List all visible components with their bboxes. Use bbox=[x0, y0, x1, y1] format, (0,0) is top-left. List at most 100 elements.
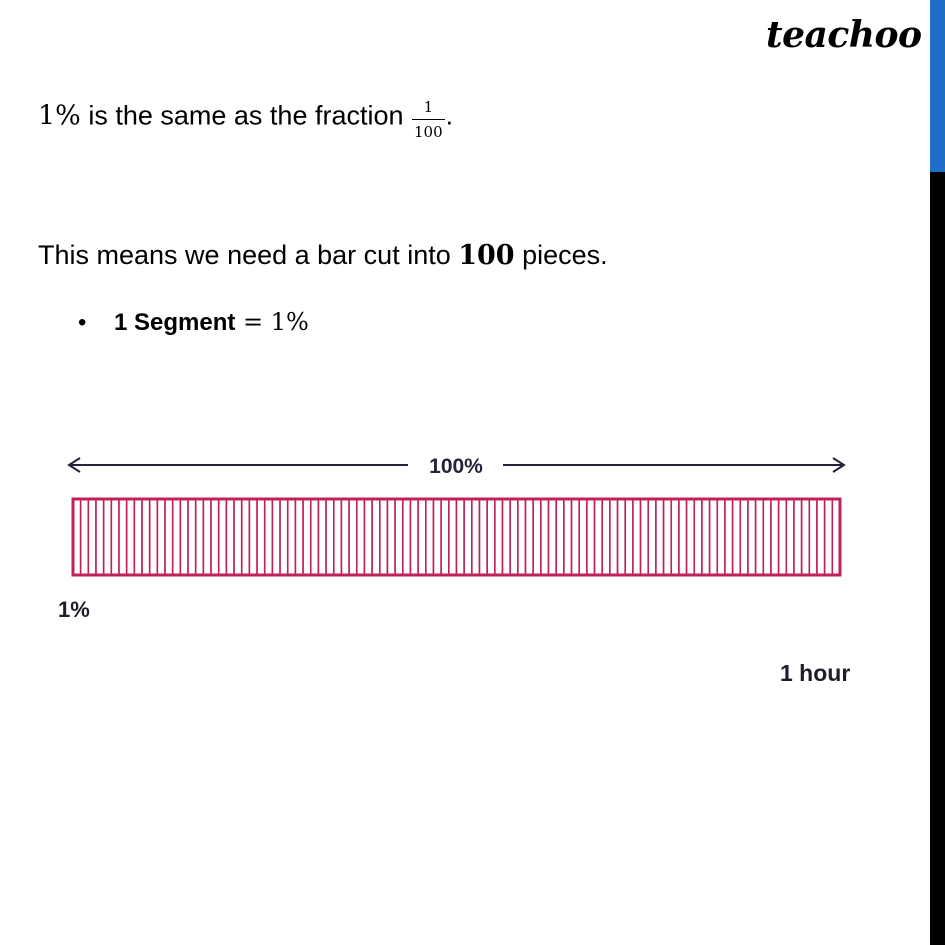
bar-segment bbox=[309, 498, 320, 576]
bar-segment bbox=[386, 498, 396, 576]
bar-segment bbox=[402, 498, 412, 576]
bar-segment bbox=[547, 498, 558, 576]
bar-segment bbox=[148, 498, 159, 576]
bar-segment bbox=[494, 498, 504, 576]
bar-segment bbox=[624, 498, 634, 576]
bar-segment bbox=[286, 498, 297, 576]
segment-bullet: • 1 Segment = 1% bbox=[78, 308, 309, 337]
bar-segment bbox=[678, 498, 688, 576]
bar-segment bbox=[363, 498, 373, 576]
bar-segment bbox=[739, 498, 749, 576]
bar-segment bbox=[486, 498, 496, 576]
bar-segment bbox=[325, 498, 335, 576]
bar-segment bbox=[770, 498, 780, 576]
bar-segment bbox=[471, 498, 481, 576]
bar-segment bbox=[348, 498, 358, 576]
bar-segment bbox=[102, 498, 113, 576]
segment-equation: = 1% bbox=[235, 308, 309, 336]
bar-segment bbox=[724, 498, 734, 576]
bar-segment bbox=[125, 498, 136, 576]
bar-segment bbox=[425, 498, 435, 576]
bar-segment bbox=[701, 498, 711, 576]
side-decoration-bar bbox=[930, 0, 945, 945]
bar-segment bbox=[210, 498, 220, 576]
bar-segment bbox=[509, 498, 519, 576]
bar-segment bbox=[517, 498, 527, 576]
bar-segment bbox=[540, 498, 550, 576]
bar-segment bbox=[79, 498, 90, 576]
bullet-icon: • bbox=[78, 309, 87, 336]
bar-segment bbox=[586, 498, 596, 576]
bar-segment bbox=[532, 498, 542, 576]
bar-segment bbox=[194, 498, 205, 576]
bar-segment bbox=[171, 498, 182, 576]
bar-segment bbox=[417, 498, 427, 576]
statement-text: is the same as the fraction bbox=[80, 100, 412, 131]
left-arrowhead-icon bbox=[67, 457, 81, 473]
bar-segment bbox=[793, 498, 803, 576]
fraction-statement: 1% is the same as the fraction 1 100. bbox=[38, 96, 454, 141]
bar-segment bbox=[647, 498, 657, 576]
bar-segment bbox=[432, 498, 442, 576]
bar-segment bbox=[448, 498, 458, 576]
pieces-statement: This means we need a bar cut into 100 pi… bbox=[38, 240, 608, 271]
bar-segment bbox=[378, 498, 389, 576]
bar-segment bbox=[524, 498, 535, 576]
bar-segment bbox=[248, 498, 258, 576]
bar-segment bbox=[187, 498, 197, 576]
bar-segment bbox=[87, 498, 97, 576]
bar-outline bbox=[71, 497, 842, 577]
pieces-text-before: This means we need a bar cut into bbox=[38, 240, 459, 270]
bar-segment bbox=[685, 498, 696, 576]
bar-segment bbox=[662, 498, 673, 576]
bar-segment bbox=[570, 498, 581, 576]
bar-segment bbox=[731, 498, 742, 576]
bar-segment bbox=[340, 498, 350, 576]
bar-segment bbox=[202, 498, 212, 576]
bar-segment bbox=[371, 498, 381, 576]
bar-segment bbox=[302, 498, 312, 576]
bar-segment bbox=[110, 498, 120, 576]
right-arrowhead-icon bbox=[832, 457, 846, 473]
bar-segment bbox=[355, 498, 366, 576]
end-label: 1 hour bbox=[780, 660, 851, 686]
pieces-text-after: pieces. bbox=[514, 240, 608, 270]
segment-bar bbox=[71, 497, 842, 577]
bar-segment bbox=[294, 498, 304, 576]
bar-segment bbox=[141, 498, 151, 576]
bar-segment bbox=[754, 498, 765, 576]
bar-segment bbox=[118, 498, 128, 576]
bar-segment bbox=[240, 498, 251, 576]
bar-segment bbox=[225, 498, 235, 576]
percent-bar-diagram: 100% bbox=[67, 455, 846, 577]
bar-segment bbox=[478, 498, 488, 576]
bar-segment bbox=[816, 498, 826, 576]
bar-segment bbox=[777, 498, 788, 576]
bar-segment bbox=[164, 498, 174, 576]
bar-segment bbox=[455, 498, 465, 576]
fraction-denominator: 100 bbox=[414, 123, 443, 141]
bar-segment bbox=[593, 498, 604, 576]
statement-period: . bbox=[445, 100, 454, 131]
bar-segment bbox=[217, 498, 228, 576]
teachoo-logo: teachoo bbox=[766, 14, 922, 56]
bar-segment bbox=[632, 498, 642, 576]
bar-segment bbox=[785, 498, 795, 576]
fraction-numerator: 1 bbox=[412, 98, 445, 120]
bar-segment bbox=[279, 498, 289, 576]
total-label: 100% bbox=[429, 455, 483, 478]
bar-segment bbox=[800, 498, 811, 576]
bar-segment bbox=[133, 498, 143, 576]
bar-segment bbox=[609, 498, 619, 576]
bar-segment bbox=[332, 498, 343, 576]
bar-segment bbox=[156, 498, 166, 576]
bar-segment bbox=[808, 498, 818, 576]
bar-segment bbox=[823, 498, 834, 576]
side-accent-bar bbox=[930, 0, 945, 172]
bar-segment bbox=[716, 498, 726, 576]
bar-segment bbox=[501, 498, 511, 576]
total-arrow: 100% bbox=[67, 455, 846, 478]
bar-segment bbox=[708, 498, 719, 576]
bar-segment bbox=[179, 498, 189, 576]
start-label: 1% bbox=[58, 597, 90, 622]
